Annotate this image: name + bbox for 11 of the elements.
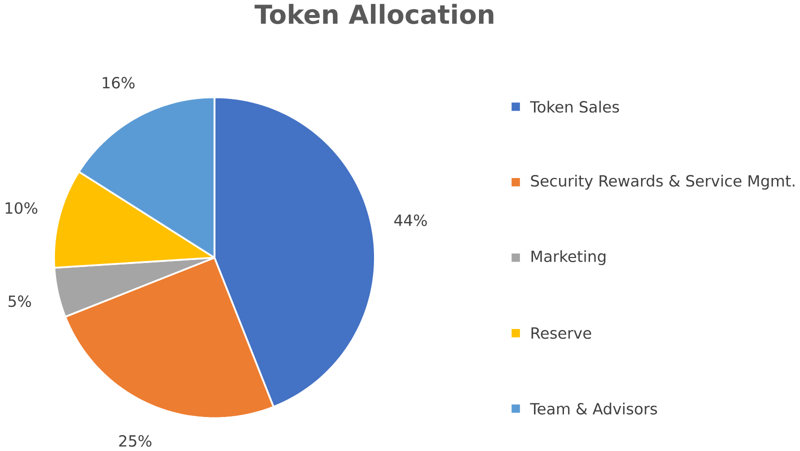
- data-label: 25%: [119, 435, 152, 447]
- data-label: 5%: [8, 296, 31, 308]
- legend-label: Reserve: [532, 328, 592, 340]
- legend-label: Security Rewards & Service Mgmt.: [531, 174, 794, 190]
- legend-label: Team & Advisors: [530, 402, 657, 415]
- data-label: 44%: [394, 214, 427, 226]
- chart-title: Token Allocation: [254, 4, 494, 24]
- data-label: 16%: [102, 77, 135, 89]
- data-label: 10%: [6, 202, 38, 214]
- legend-label: Token Sales: [530, 100, 619, 113]
- legend-label: Marketing: [532, 250, 606, 266]
